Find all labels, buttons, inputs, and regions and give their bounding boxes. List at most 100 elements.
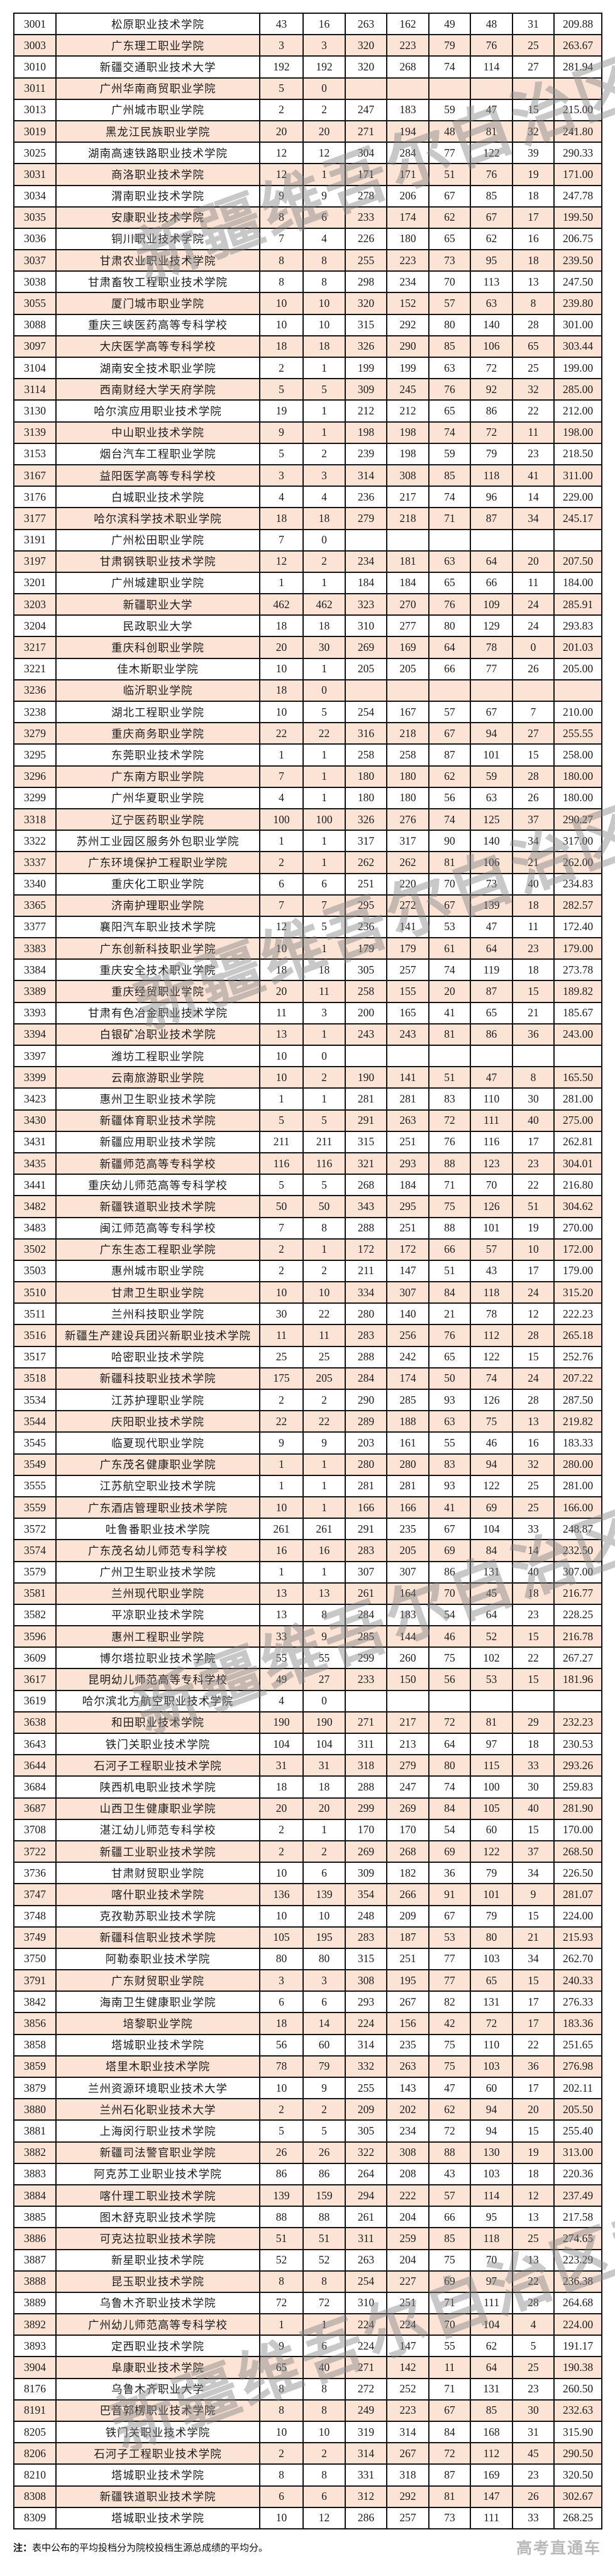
college-code-cell: 8206 (14, 2443, 57, 2465)
score-cell: 310 (346, 2292, 387, 2315)
avg-score-cell: 234.83 (555, 874, 602, 896)
avg-score-cell: 280.00 (555, 1454, 602, 1476)
score-cell: 271 (346, 121, 387, 143)
score-cell: 28 (513, 2292, 555, 2315)
score-cell: 22 (260, 1411, 304, 1433)
score-cell: 7 (260, 228, 304, 251)
score-cell: 111 (471, 2292, 513, 2315)
score-cell: 259 (387, 2228, 429, 2250)
college-code-cell: 3399 (14, 1067, 57, 1089)
college-code-cell: 3035 (14, 207, 57, 229)
score-cell: 21 (513, 1002, 555, 1024)
avg-score-cell: 216.77 (555, 1583, 602, 1605)
score-cell: 75 (429, 2056, 471, 2078)
college-code-cell: 3191 (14, 530, 57, 552)
college-name-cell: 广州松田职业学院 (57, 530, 260, 552)
score-cell: 25 (513, 358, 555, 380)
score-cell: 67 (429, 186, 471, 208)
score-cell: 22 (513, 2035, 555, 2057)
score-cell: 97 (471, 1734, 513, 1756)
table-row: 3545 临夏现代职业学院 9 9 203 161 55 46 16 183.33 (14, 1433, 602, 1455)
score-cell: 20 (429, 981, 471, 1003)
college-code-cell: 3892 (14, 2314, 57, 2336)
score-cell: 100 (260, 809, 304, 831)
score-cell: 7 (260, 530, 304, 552)
score-cell: 25 (304, 1346, 346, 1368)
score-cell: 6 (304, 2486, 346, 2508)
avg-score-cell: 282.57 (555, 895, 602, 917)
score-cell: 314 (387, 2422, 429, 2444)
score-cell: 28 (513, 314, 555, 336)
college-code-cell: 3638 (14, 1712, 57, 1734)
college-name-cell: 惠州城市职业学院 (57, 1260, 260, 1283)
score-cell: 242 (387, 1346, 429, 1368)
score-cell: 169 (471, 2465, 513, 2487)
score-cell: 213 (387, 1734, 429, 1756)
college-name-cell: 民政职业大学 (57, 616, 260, 638)
score-cell: 12 (513, 1304, 555, 1326)
college-code-cell: 3517 (14, 1346, 57, 1368)
score-cell: 78 (471, 637, 513, 659)
score-cell: 295 (387, 1196, 429, 1218)
table-row: 3295 东莞职业技术学院 1 1 258 258 87 101 15 258.00 (14, 745, 602, 767)
college-code-cell: 3279 (14, 723, 57, 745)
score-cell: 36 (513, 2056, 555, 2078)
avg-score-cell: 273.78 (555, 960, 602, 982)
score-cell: 263 (346, 14, 387, 36)
score-cell: 81 (471, 1712, 513, 1734)
college-code-cell: 3596 (14, 1626, 57, 1648)
score-cell: 276 (387, 809, 429, 831)
score-cell: 234 (387, 272, 429, 294)
score-cell: 8 (513, 293, 555, 315)
score-cell: 270 (387, 594, 429, 616)
score-cell: 56 (429, 1669, 471, 1691)
table-row: 3088 重庆三峡医药高等专科学校 10 10 315 292 80 140 28 301.00 (14, 314, 602, 336)
score-cell: 184 (387, 1175, 429, 1197)
score-cell: 1 (260, 831, 304, 853)
college-code-cell: 3879 (14, 2078, 57, 2100)
score-cell (471, 78, 513, 100)
table-row: 3503 惠州城市职业学院 2 2 211 147 51 43 17 179.00 (14, 1260, 602, 1283)
college-code-cell: 3423 (14, 1089, 57, 1111)
score-cell: 245 (387, 379, 429, 401)
table-row: 3859 塔里木职业技术学院 78 79 332 263 75 103 36 276.98 (14, 2056, 602, 2078)
score-cell: 3 (304, 35, 346, 57)
score-cell: 284 (387, 143, 429, 165)
score-cell: 129 (471, 616, 513, 638)
score-cell: 161 (387, 1433, 429, 1455)
score-cell: 80 (429, 616, 471, 638)
table-row: 3722 新疆工业职业技术学院 2 2 269 268 69 122 37 268.50 (14, 1841, 602, 1863)
score-cell: 255 (346, 250, 387, 272)
score-cell: 13 (513, 1411, 555, 1433)
score-cell: 61 (429, 938, 471, 960)
score-cell: 62 (471, 228, 513, 251)
college-code-cell: 3518 (14, 1368, 57, 1390)
college-name-cell: 广州华夏职业学院 (57, 787, 260, 809)
score-cell: 66 (429, 2207, 471, 2229)
college-code-cell: 3511 (14, 1304, 57, 1326)
score-cell: 188 (387, 1411, 429, 1433)
score-cell: 22 (513, 2271, 555, 2293)
table-row: 3238 湖北工程职业学院 10 5 254 167 57 67 7 210.00 (14, 702, 602, 724)
score-cell: 1 (304, 852, 346, 874)
score-cell: 18 (304, 616, 346, 638)
score-cell: 309 (346, 1863, 387, 1885)
score-cell: 70 (429, 874, 471, 896)
score-cell (471, 1690, 513, 1713)
college-name-cell: 海南卫生健康职业学院 (57, 1992, 260, 2014)
score-cell: 180 (387, 766, 429, 788)
avg-score-cell: 302.67 (555, 2486, 602, 2508)
score-cell: 34 (513, 1863, 555, 1885)
score-cell: 67 (471, 702, 513, 724)
avg-score-cell: 276.98 (555, 2056, 602, 2078)
score-cell: 33 (513, 1755, 555, 1777)
college-name-cell: 松原职业技术学院 (57, 14, 260, 36)
college-name-cell: 广州城建职业学院 (57, 572, 260, 595)
score-cell: 29 (513, 1712, 555, 1734)
score-cell: 66 (429, 658, 471, 680)
score-cell: 147 (471, 2486, 513, 2508)
table-row: 3394 白银矿冶职业技术学院 13 1 243 243 81 86 36 243.00 (14, 1024, 602, 1046)
score-cell: 106 (471, 852, 513, 874)
score-cell: 141 (387, 1067, 429, 1089)
score-cell: 76 (429, 594, 471, 616)
